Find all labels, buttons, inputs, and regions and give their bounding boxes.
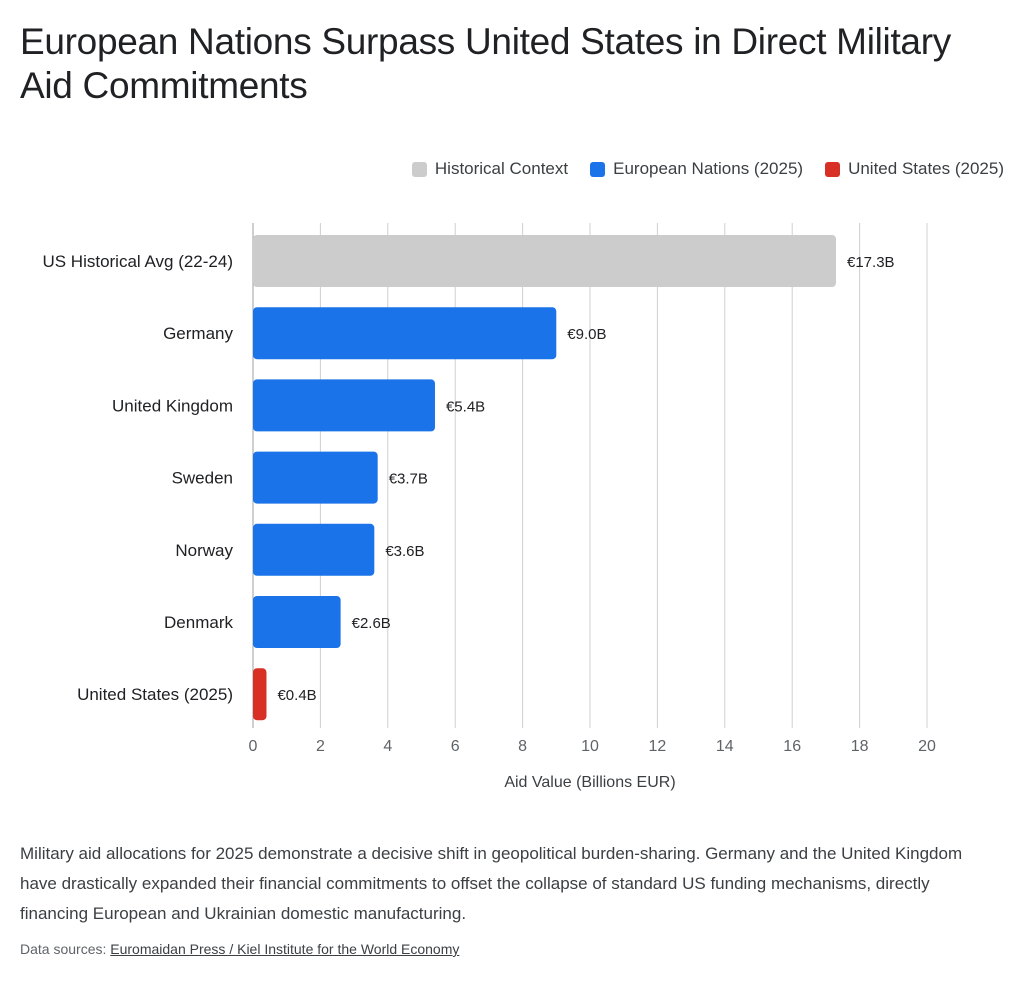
bar (253, 235, 837, 287)
bar (253, 523, 375, 576)
bar (253, 379, 435, 432)
category-label: United Kingdom (112, 396, 233, 415)
data-label: €2.6B (352, 615, 391, 632)
data-label: €3.7B (389, 471, 428, 488)
x-tick-label: 8 (518, 738, 527, 755)
legend-label-european: European Nations (2025) (613, 159, 804, 178)
bar (253, 307, 557, 360)
legend: Historical Context European Nations (202… (411, 159, 1004, 179)
x-tick-label: 14 (716, 738, 734, 755)
category-label: Sweden (172, 469, 233, 488)
sources-prefix: Data sources: (20, 941, 111, 957)
data-sources: Data sources: Euromaidan Press / Kiel In… (20, 941, 459, 957)
x-tick-label: 4 (383, 738, 392, 755)
x-axis-title: Aid Value (Billions EUR) (504, 774, 675, 791)
bar (253, 596, 341, 648)
legend-swatch-united-states (825, 161, 841, 177)
x-tick-label: 12 (649, 738, 667, 755)
x-tick-label: 2 (316, 738, 325, 755)
x-tick-label: 0 (249, 738, 258, 755)
category-label: Norway (175, 541, 233, 560)
bar-chart: US Historical Avg (22-24) €17.3B Germany €9… (42, 223, 936, 791)
data-label: €17.3B (847, 254, 895, 271)
legend-item-historical: Historical Context (411, 159, 569, 179)
legend-item-united-states: United States (2025) (825, 159, 1004, 179)
legend-label-united-states: United States (2025) (848, 159, 1004, 178)
legend-swatch-historical (411, 161, 427, 177)
x-tick-label: 16 (783, 738, 801, 755)
legend-swatch-european (590, 161, 606, 177)
category-label: US Historical Avg (22-24) (42, 252, 233, 271)
data-label: €5.4B (446, 398, 485, 415)
sources-link[interactable]: Euromaidan Press / Kiel Institute for th… (110, 941, 460, 957)
chart-description: Military aid allocations for 2025 demons… (20, 844, 963, 923)
x-tick-label: 20 (918, 738, 936, 755)
category-label: Germany (163, 324, 233, 343)
legend-item-european: European Nations (2025) (590, 159, 803, 179)
data-label: €0.4B (277, 687, 316, 704)
category-label: United States (2025) (77, 685, 233, 704)
category-label: Denmark (164, 613, 233, 632)
chart-title: European Nations Surpass United States i… (20, 21, 951, 106)
legend-label-historical: Historical Context (434, 159, 569, 178)
x-tick-label: 6 (451, 738, 460, 755)
data-label: €3.6B (385, 543, 424, 560)
x-tick-label: 10 (581, 738, 599, 755)
data-label: €9.0B (567, 326, 606, 343)
bar (253, 451, 378, 504)
bar (253, 668, 267, 721)
x-tick-label: 18 (851, 738, 869, 755)
